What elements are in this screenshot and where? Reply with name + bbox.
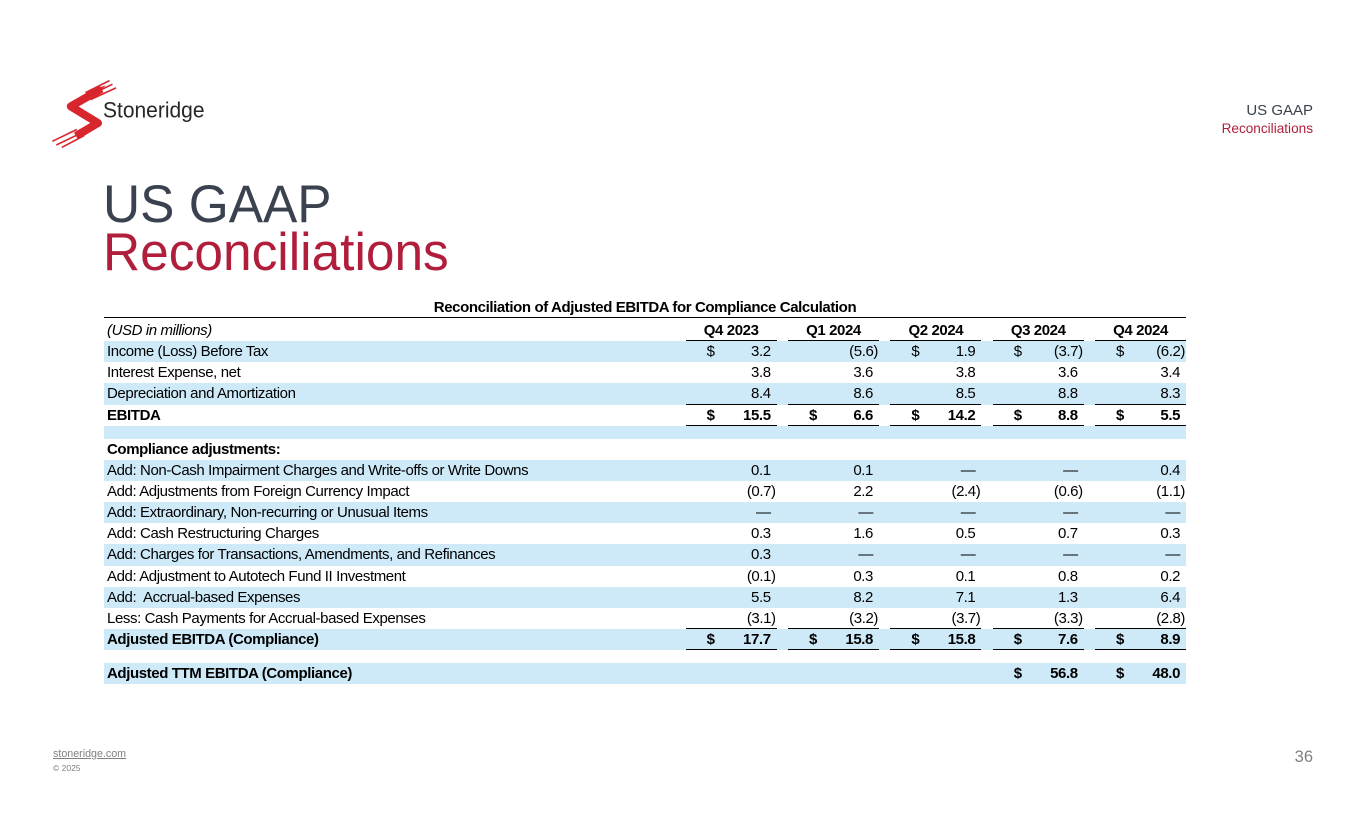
svg-text:Stoneridge: Stoneridge: [103, 97, 205, 122]
